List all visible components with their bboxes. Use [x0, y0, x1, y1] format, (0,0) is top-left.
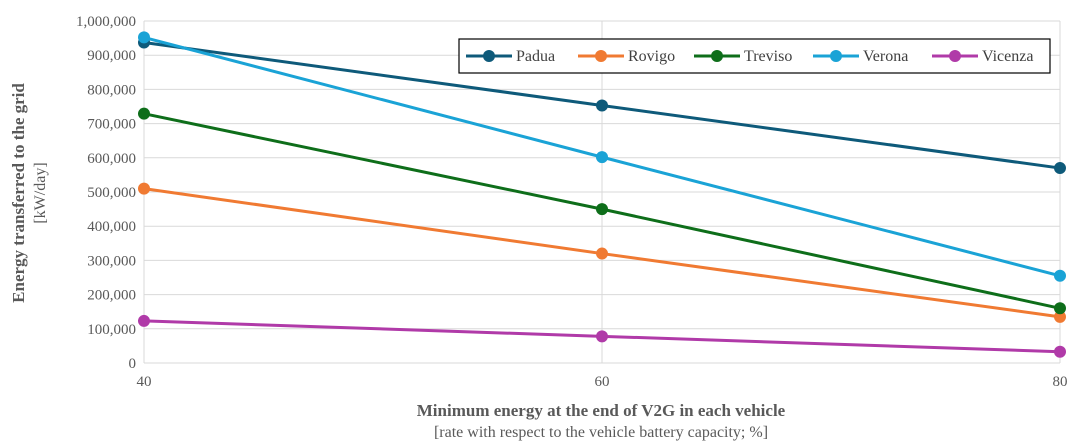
y-tick-label: 600,000 [87, 151, 136, 167]
legend-marker-verona [830, 50, 842, 62]
legend-label-vicenza: Vicenza [982, 48, 1033, 65]
data-point-vicenza [1054, 345, 1066, 358]
legend: Padua Rovigo Treviso Verona Vicenza [458, 38, 1051, 74]
y-axis-title: Energy transferred to the grid [9, 83, 28, 303]
y-tick-label: 900,000 [87, 48, 136, 64]
y-tick-label: 700,000 [87, 117, 136, 133]
legend-marker-vicenza [949, 50, 961, 62]
legend-label-treviso: Treviso [744, 48, 792, 65]
y-tick-label: 500,000 [87, 185, 136, 201]
legend-marker-treviso [711, 50, 723, 62]
data-point-treviso [138, 107, 150, 120]
legend-marker-padua [483, 50, 495, 62]
data-point-vicenza [138, 314, 150, 327]
y-tick-label: 100,000 [87, 322, 136, 338]
data-point-rovigo [596, 247, 608, 260]
x-tick-label: 60 [595, 374, 610, 390]
y-tick-label: 800,000 [87, 82, 136, 98]
data-point-rovigo [138, 182, 150, 195]
data-point-padua [596, 99, 608, 112]
y-axis-subtitle: [kW/day] [32, 162, 49, 223]
data-point-treviso [596, 203, 608, 216]
data-point-treviso [1054, 302, 1066, 315]
data-point-padua [1054, 162, 1066, 175]
legend-label-rovigo: Rovigo [628, 48, 675, 65]
y-tick-labels: 0 100,000 200,000 300,000 400,000 500,000 600,… [76, 14, 136, 372]
x-tick-label: 80 [1053, 374, 1068, 390]
y-tick-label: 300,000 [87, 253, 136, 269]
x-axis-title: Minimum energy at the end of V2G in each… [417, 401, 786, 420]
y-tick-label: 400,000 [87, 219, 136, 235]
x-axis-subtitle: [rate with respect to the vehicle batter… [434, 424, 768, 441]
data-point-rovigo [1054, 310, 1066, 323]
x-tick-labels: 40 60 80 [137, 374, 1068, 390]
data-point-verona [596, 151, 608, 164]
y-tick-label: 200,000 [87, 288, 136, 304]
legend-marker-rovigo [595, 50, 607, 62]
y-tick-label: 0 [129, 356, 137, 372]
data-point-vicenza [596, 330, 608, 343]
series-lines [138, 31, 1066, 358]
data-point-verona [138, 31, 150, 44]
x-tick-label: 40 [137, 374, 152, 390]
y-tick-label: 1,000,000 [76, 14, 136, 30]
data-point-verona [1054, 269, 1066, 282]
legend-label-verona: Verona [863, 48, 908, 65]
legend-label-padua: Padua [516, 48, 555, 65]
